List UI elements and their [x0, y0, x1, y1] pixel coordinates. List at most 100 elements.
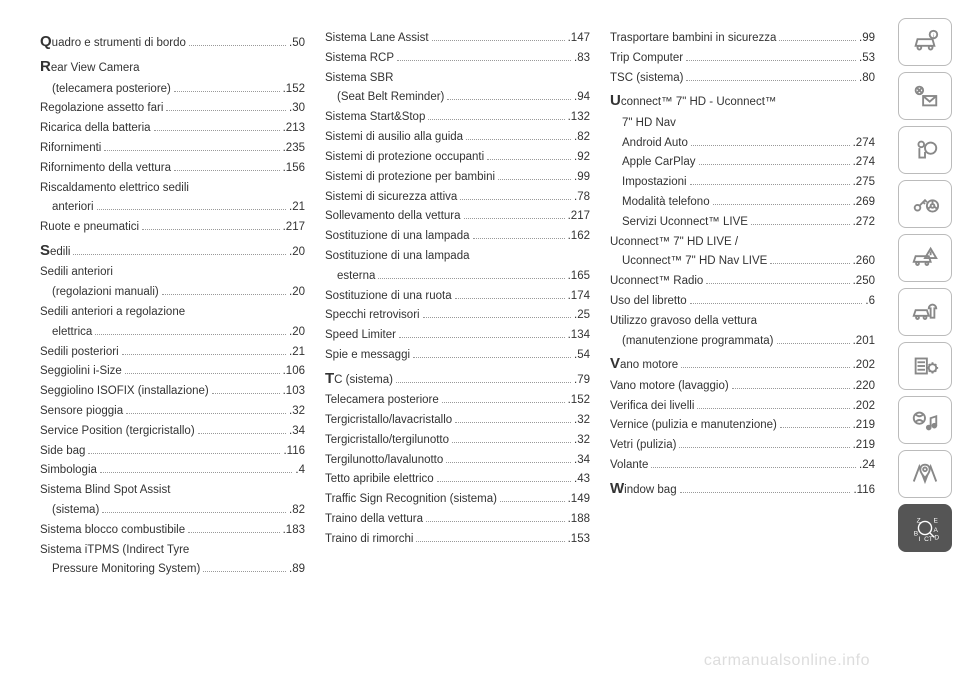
leader-dots [416, 541, 564, 542]
index-entry-label: Tergicristallo/tergilunotto [325, 432, 449, 450]
index-entry: Trip Computer.53 [610, 50, 875, 68]
index-entry-page: .20 [289, 284, 305, 302]
index-entry: Android Auto.274 [610, 135, 875, 153]
index-entry-label: Sistemi di ausilio alla guida [325, 129, 463, 147]
index-entry-page: .165 [568, 268, 590, 286]
index-entry: Servizi Uconnect™ LIVE.272 [610, 214, 875, 232]
index-entry: Tetto apribile elettrico.43 [325, 471, 590, 489]
leader-dots [681, 367, 849, 368]
leader-dots [378, 278, 564, 279]
index-entry: Sostituzione di una lampada.162 [325, 228, 590, 246]
leader-dots [432, 40, 565, 41]
leader-dots [198, 433, 286, 434]
index-entry-label: Tetto apribile elettrico [325, 471, 434, 489]
index-entry-page: .269 [853, 194, 875, 212]
index-entry-label: Uconnect™ 7" HD Nav LIVE [622, 253, 767, 271]
index-entry: Tergicristallo/lavacristallo.32 [325, 412, 590, 430]
index-entry-page: .275 [853, 174, 875, 192]
index-entry: Uconnect™ 7" HD Nav LIVE.260 [610, 253, 875, 271]
index-entry-label: Sedili anteriori a regolazione [40, 304, 185, 322]
nav-icon-clipboard-gear[interactable] [898, 342, 952, 390]
index-entry-page: .202 [853, 398, 875, 416]
leader-dots [188, 532, 280, 533]
index-entry: 7" HD Nav [610, 115, 875, 133]
svg-text:E: E [933, 517, 938, 524]
index-entry: Quadro e strumenti di bordo.50 [40, 30, 305, 53]
leader-dots [690, 184, 850, 185]
leader-dots [447, 99, 571, 100]
index-entry-label: TSC (sistema) [610, 70, 683, 88]
leader-dots [699, 164, 850, 165]
index-entry-label: Sostituzione di una lampada [325, 228, 470, 246]
index-entry: Sistema SBR [325, 70, 590, 88]
nav-icon-map-pin[interactable] [898, 450, 952, 498]
leader-dots [212, 393, 280, 394]
leader-dots [413, 357, 571, 358]
index-entry: Rear View Camera [40, 55, 305, 78]
leader-dots [446, 462, 571, 463]
index-entry-page: .94 [574, 89, 590, 107]
index-entry: (regolazioni manuali).20 [40, 284, 305, 302]
index-entry: TSC (sistema).80 [610, 70, 875, 88]
index-entry-label: anteriori [52, 199, 94, 217]
index-entry: Sollevamento della vettura.217 [325, 208, 590, 226]
nav-icon-media-note[interactable] [898, 396, 952, 444]
index-entry-label: Vano motore (lavaggio) [610, 378, 729, 396]
nav-icon-car-info[interactable]: i [898, 18, 952, 66]
nav-icon-car-service[interactable] [898, 288, 952, 336]
index-entry-label: Vetri (pulizia) [610, 437, 676, 455]
index-entry: Sistemi di protezione per bambini.99 [325, 169, 590, 187]
index-entry-label: Sensore pioggia [40, 403, 123, 421]
index-entry-label: Rifornimento della vettura [40, 160, 171, 178]
leader-dots [162, 294, 286, 295]
index-entry-label: Sistema Start&Stop [325, 109, 425, 127]
index-entry-label: Regolazione assetto fari [40, 100, 163, 118]
index-entry: Sistema iTPMS (Indirect Tyre [40, 542, 305, 560]
index-entry: Traino della vettura.188 [325, 511, 590, 529]
index-entry-label: Quadro e strumenti di bordo [40, 30, 186, 53]
leader-dots [125, 373, 280, 374]
index-entry: Vano motore (lavaggio).220 [610, 378, 875, 396]
index-column-3: Trasportare bambini in sicurezza.99Trip … [610, 30, 875, 648]
leader-dots [166, 110, 286, 111]
index-entry: Traffic Sign Recognition (sistema).149 [325, 491, 590, 509]
leader-dots [777, 343, 850, 344]
index-entry-page: .152 [283, 81, 305, 99]
index-entry-label: Sistemi di protezione occupanti [325, 149, 484, 167]
index-entry-label: Tergicristallo/lavacristallo [325, 412, 452, 430]
leader-dots [686, 80, 856, 81]
index-entry: Speed Limiter.134 [325, 327, 590, 345]
index-entry-page: .32 [289, 403, 305, 421]
index-entry: (manutenzione programmata).201 [610, 333, 875, 351]
nav-icon-key-wheel[interactable] [898, 180, 952, 228]
index-entry-page: .92 [574, 149, 590, 167]
index-entry-page: .30 [289, 100, 305, 118]
nav-icon-mail-light[interactable] [898, 72, 952, 120]
nav-icon-car-warning[interactable] [898, 234, 952, 282]
index-entry-page: .274 [853, 135, 875, 153]
leader-dots [95, 334, 286, 335]
index-entry: Modalità telefono.269 [610, 194, 875, 212]
nav-icon-airbag[interactable] [898, 126, 952, 174]
leader-dots [437, 481, 571, 482]
index-entry: Riscaldamento elettrico sedili [40, 180, 305, 198]
index-entry: Sistemi di sicurezza attiva.78 [325, 189, 590, 207]
index-entry-page: .78 [574, 189, 590, 207]
index-entry: (telecamera posteriore).152 [40, 81, 305, 99]
index-entry-label: Pressure Monitoring System) [52, 561, 200, 579]
index-column-1: Quadro e strumenti di bordo.50Rear View … [40, 30, 305, 648]
index-entry: Side bag.116 [40, 443, 305, 461]
index-entry: Uconnect™ Radio.250 [610, 273, 875, 291]
leader-dots [473, 238, 565, 239]
index-entry-page: .147 [568, 30, 590, 48]
index-entry-page: .201 [853, 333, 875, 351]
index-entry-page: .217 [283, 219, 305, 237]
index-entry: Sedili.20 [40, 239, 305, 262]
index-entry: Ruote e pneumatici.217 [40, 219, 305, 237]
index-entry-label: Uso del libretto [610, 293, 687, 311]
index-entry-label: Verifica dei livelli [610, 398, 694, 416]
index-entry-label: Vernice (pulizia e manutenzione) [610, 417, 777, 435]
leader-dots [706, 283, 849, 284]
nav-icon-alpha-index[interactable]: Z E B A I C T D [898, 504, 952, 552]
leader-dots [174, 91, 280, 92]
